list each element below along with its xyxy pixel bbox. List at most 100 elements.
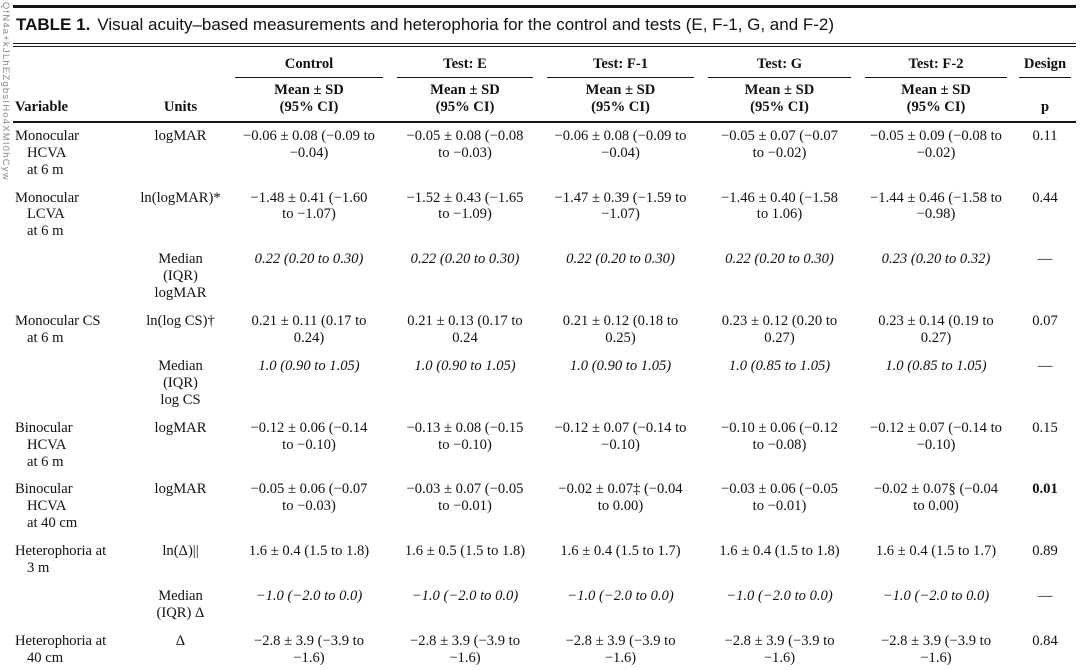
value-cell: −0.10 ± 0.06 (−0.12 to −0.08): [721, 419, 838, 453]
table-body: Monocular HCVA at 6 m logMAR −0.06 ± 0.0…: [13, 122, 1076, 670]
value-cell: −0.06 ± 0.08 (−0.09 to −0.04): [243, 127, 375, 161]
value-cell: −1.0 (−2.0 to 0.0): [567, 588, 674, 605]
subheader-mean-sd: Mean ± SD (95% CI): [585, 81, 656, 115]
value-cell: 0.21 ± 0.12 (0.18 to 0.25): [562, 313, 679, 346]
value-cell: −1.52 ± 0.43 (−1.65 to −1.09): [406, 189, 524, 223]
variable-cell: Binocular HCVA at 6 m: [15, 419, 73, 470]
empty-header-cell: [133, 47, 228, 78]
subheader-mean-sd: Mean ± SD (95% CI): [901, 81, 971, 115]
table-row-monocular-lcva-6m: Monocular LCVA at 6 m ln(logMAR)* −1.48 …: [13, 185, 1076, 247]
value-cell: 1.6 ± 0.5 (1.5 to 1.8): [404, 543, 526, 560]
units-cell: Δ: [175, 632, 186, 649]
variable-cell: Heterophoria at 3 m: [15, 543, 107, 577]
value-cell: 1.0 (0.85 to 1.05): [885, 357, 987, 374]
value-cell: −1.44 ± 0.46 (−1.58 to −0.98): [870, 189, 1002, 223]
value-cell: −0.03 ± 0.07 (−0.05 to −0.01): [406, 481, 524, 515]
table-row-binocular-hcva-40cm: Binocular HCVA at 40 cm logMAR −0.05 ± 0…: [13, 476, 1076, 538]
group-header-row: Control Test: E Test: F-1 Test: G Test: …: [13, 47, 1076, 78]
value-cell: −0.13 ± 0.08 (−0.15 to −0.10): [406, 419, 524, 453]
table-row-median-delta: Median (IQR) Δ −1.0 (−2.0 to 0.0) −1.0 (…: [13, 583, 1076, 628]
col-header-test-e: Test: E: [390, 47, 540, 78]
value-cell: −0.06 ± 0.08 (−0.09 to −0.04): [554, 127, 687, 161]
value-cell: 1.0 (0.90 to 1.05): [414, 357, 516, 374]
col-header-test-f1: Test: F-1: [540, 47, 701, 78]
subheader-row: Variable Units Mean ± SD (95% CI) Mean ± …: [13, 78, 1076, 122]
units-cell: ln(logMAR)*: [140, 189, 221, 206]
value-cell: −0.05 ± 0.08 (−0.08 to −0.03): [406, 127, 524, 161]
value-cell: −0.03 ± 0.06 (−0.05 to −0.01): [721, 481, 838, 515]
value-cell: 1.6 ± 0.4 (1.5 to 1.8): [719, 543, 840, 560]
table-header: Control Test: E Test: F-1 Test: G Test: …: [13, 47, 1076, 122]
table-row-heterophoria-3m: Heterophoria at 3 m ln(Δ)|| 1.6 ± 0.4 (1…: [13, 538, 1076, 583]
units-cell: logMAR: [154, 481, 207, 498]
p-value-cell: —: [1037, 588, 1053, 605]
value-cell: −2.8 ± 3.9 (−3.9 to −1.6): [724, 632, 835, 666]
p-value-cell: 0.15: [1032, 419, 1058, 436]
subheader-mean-sd: Mean ± SD (95% CI): [744, 81, 815, 115]
units-cell: Median (IQR) log CS: [158, 357, 203, 408]
variable-cell: [13, 353, 133, 415]
value-cell: 1.6 ± 0.4 (1.5 to 1.7): [560, 543, 681, 560]
value-cell: 0.22 (0.20 to 0.30): [725, 251, 834, 268]
value-cell: −1.48 ± 0.41 (−1.60 to −1.07): [250, 189, 368, 223]
table-row-monocular-cs-6m: Monocular CS at 6 m ln(log CS)† 0.21 ± 0…: [13, 308, 1076, 353]
value-cell: −1.46 ± 0.40 (−1.58 to 1.06): [721, 189, 838, 223]
p-value-cell: 0.84: [1032, 632, 1058, 649]
variable-cell: Monocular HCVA at 6 m: [15, 127, 80, 178]
units-cell: ln(log CS)†: [146, 313, 215, 330]
value-cell: 1.0 (0.85 to 1.05): [728, 357, 831, 374]
p-value-cell-significant: 0.01: [1032, 481, 1058, 498]
value-cell: −2.8 ± 3.9 (−3.9 to −1.6): [565, 632, 676, 666]
value-cell: 0.23 (0.20 to 0.32): [881, 251, 991, 268]
value-cell: 1.0 (0.90 to 1.05): [569, 357, 672, 374]
units-cell: Median (IQR) Δ: [156, 588, 205, 621]
empty-header-cell: [13, 47, 133, 78]
value-cell: −0.05 ± 0.09 (−0.08 to −0.02): [870, 127, 1002, 161]
table-row-monocular-hcva-6m: Monocular HCVA at 6 m logMAR −0.06 ± 0.0…: [13, 122, 1076, 185]
table-row-heterophoria-40cm: Heterophoria at 40 cm Δ −2.8 ± 3.9 (−3.9…: [13, 628, 1076, 670]
variable-cell: [13, 246, 133, 308]
side-watermark: tQfN4a+kJLhEZgbsIHo4XMI0hCyw: [0, 0, 11, 181]
units-cell: ln(Δ)||: [162, 543, 199, 560]
table-row-binocular-hcva-6m: Binocular HCVA at 6 m logMAR −0.12 ± 0.0…: [13, 415, 1076, 477]
value-cell: −0.12 ± 0.07 (−0.14 to −0.10): [870, 419, 1002, 453]
subheader-mean-sd: Mean ± SD (95% CI): [430, 81, 500, 115]
value-cell: −0.12 ± 0.07 (−0.14 to −0.10): [554, 419, 687, 453]
variable-cell: Heterophoria at 40 cm: [15, 632, 107, 666]
value-cell: 1.0 (0.90 to 1.05): [258, 357, 360, 374]
units-cell: logMAR: [154, 127, 207, 144]
p-value-cell: —: [1037, 251, 1053, 268]
units-cell: logMAR: [154, 419, 207, 436]
value-cell: −0.05 ± 0.07 (−0.07 to −0.02): [721, 127, 838, 161]
value-cell: 0.22 (0.20 to 0.30): [410, 251, 520, 268]
p-value-cell: 0.07: [1032, 313, 1058, 330]
table-row-median-logcs: Median (IQR) log CS 1.0 (0.90 to 1.05) 1…: [13, 353, 1076, 415]
value-cell: −1.0 (−2.0 to 0.0): [411, 588, 519, 605]
table-caption: Visual acuity–based measurements and het…: [97, 15, 835, 34]
value-cell: −0.02 ± 0.07§ (−0.04 to 0.00): [873, 481, 999, 515]
value-cell: −2.8 ± 3.9 (−3.9 to −1.6): [409, 632, 520, 666]
value-cell: −2.8 ± 3.9 (−3.9 to −1.6): [253, 632, 364, 666]
table-title: TABLE 1. Visual acuity–based measurements…: [13, 5, 1076, 43]
value-cell: −1.47 ± 0.39 (−1.59 to −1.07): [554, 189, 687, 223]
p-value-cell: 0.44: [1032, 189, 1058, 206]
value-cell: −1.0 (−2.0 to 0.0): [726, 588, 833, 605]
value-cell: 0.21 ± 0.11 (0.17 to 0.24): [251, 313, 367, 346]
value-cell: 0.21 ± 0.13 (0.17 to 0.24: [407, 313, 523, 346]
p-value-cell: 0.89: [1032, 543, 1058, 560]
results-table: Control Test: E Test: F-1 Test: G Test: …: [13, 47, 1076, 670]
subheader-mean-sd: Mean ± SD (95% CI): [274, 81, 344, 115]
variable-cell: [13, 583, 133, 628]
col-header-units: Units: [163, 98, 198, 115]
p-value-cell: 0.11: [1032, 127, 1058, 144]
value-cell: 1.6 ± 0.4 (1.5 to 1.7): [875, 543, 997, 560]
variable-cell: Monocular LCVA at 6 m: [15, 189, 80, 240]
col-header-control: Control: [228, 47, 390, 78]
value-cell: 0.23 ± 0.12 (0.20 to 0.27): [721, 313, 838, 346]
value-cell: 1.6 ± 0.4 (1.5 to 1.8): [248, 543, 370, 560]
value-cell: −1.0 (−2.0 to 0.0): [255, 588, 363, 605]
variable-cell: Binocular HCVA at 40 cm: [15, 481, 78, 532]
table-row-median-logmar: Median (IQR) logMAR 0.22 (0.20 to 0.30) …: [13, 246, 1076, 308]
col-header-test-g: Test: G: [701, 47, 858, 78]
